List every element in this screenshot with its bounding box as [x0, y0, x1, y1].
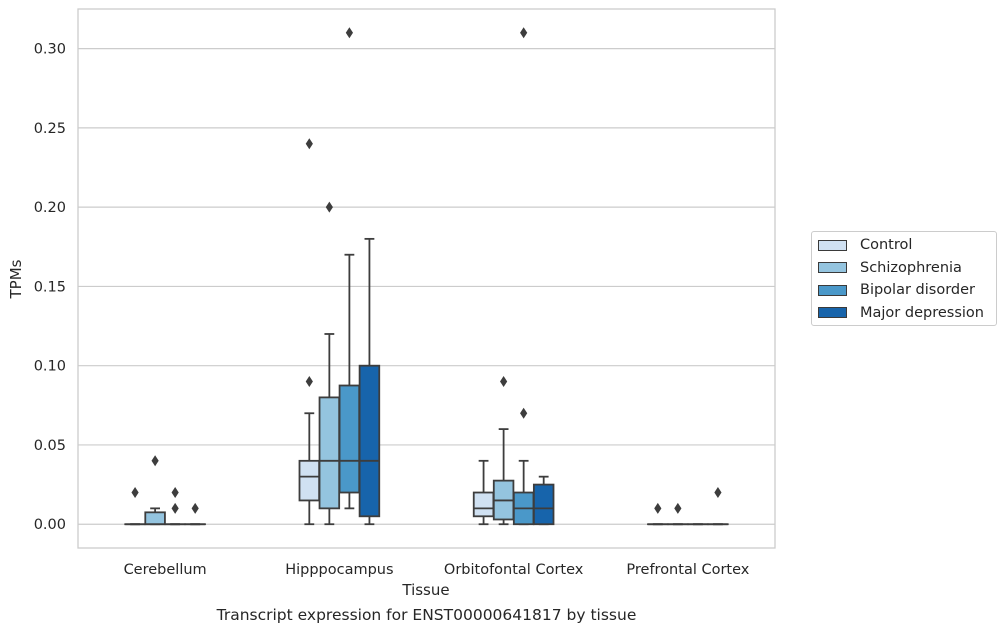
box-control — [472, 459, 495, 526]
y-tick-label: 0.05 — [34, 438, 66, 454]
y-tick-label: 0.25 — [34, 121, 66, 137]
outlier-point — [325, 201, 333, 213]
box-control — [298, 138, 321, 526]
box-schizophrenia — [492, 376, 515, 526]
x-axis-label: Tissue — [401, 581, 449, 599]
y-tick-label: 0.15 — [34, 279, 66, 295]
legend-label: Schizophrenia — [860, 259, 962, 276]
y-tick-label: 0.10 — [34, 359, 66, 375]
legend-swatch — [818, 307, 847, 318]
x-axis-ticks: Cerebellum Hipppocampus Orbitofontal Corte… — [124, 562, 750, 578]
box-iqr — [298, 459, 321, 502]
box-bipolar-disorder — [164, 487, 186, 526]
box-schizophrenia — [667, 502, 689, 526]
box-schizophrenia — [144, 455, 166, 526]
box-bipolar-disorder — [338, 27, 361, 510]
x-tick-label: Cerebellum — [124, 562, 207, 578]
box-control — [647, 502, 669, 526]
x-tick-label: Hipppocampus — [285, 562, 393, 578]
x-tick-label: Orbitofontal Cortex — [444, 562, 584, 578]
outlier-point — [654, 502, 662, 514]
legend-swatch — [818, 284, 847, 296]
legend-item: Major depression — [818, 303, 984, 323]
legend: Control Schizophrenia Bipolar disorder Majo… — [811, 231, 997, 326]
legend-item: Bipolar disorder — [818, 280, 975, 300]
legend-label: Control — [860, 237, 913, 253]
box-iqr — [338, 384, 361, 494]
outlier-point — [151, 455, 159, 467]
legend-label: Major depression — [860, 304, 984, 321]
y-tick-label: 0.30 — [34, 42, 66, 58]
outlier-point — [191, 502, 199, 514]
outlier-point — [345, 27, 353, 39]
y-tick-label: 0.00 — [34, 517, 66, 533]
outlier-point — [520, 27, 528, 39]
outlier-point — [171, 487, 179, 499]
y-tick-label: 0.20 — [34, 200, 66, 216]
box-bipolar-disorder — [512, 27, 535, 526]
legend-item: Schizophrenia — [818, 258, 962, 278]
box-schizophrenia — [318, 201, 341, 526]
outlier-point — [305, 376, 313, 388]
outlier-point — [500, 376, 508, 388]
y-axis-ticks: 0.00 0.05 0.10 0.15 0.20 0.25 0.30 — [34, 42, 66, 534]
grid-lines — [78, 48, 775, 525]
x-tick-label: Prefrontal Cortex — [626, 562, 749, 578]
box-iqr — [472, 491, 495, 518]
box-iqr — [318, 396, 341, 510]
outlier-point — [674, 502, 682, 514]
outlier-point — [131, 487, 139, 499]
legend-swatch — [818, 239, 847, 251]
outlier-point — [171, 502, 179, 514]
y-axis-label: TPMs — [7, 259, 25, 299]
legend-item: Control — [818, 235, 912, 255]
chart-caption: Transcript expression for ENST0000064181… — [216, 606, 637, 624]
plot-frame — [77, 8, 776, 549]
box-iqr — [532, 483, 555, 526]
outlier-point — [520, 407, 528, 419]
box-major-depression — [358, 237, 381, 526]
legend-swatch — [818, 262, 847, 273]
box-major-depression — [184, 502, 206, 526]
outlier-point — [305, 138, 313, 150]
box-iqr — [144, 511, 166, 526]
box-control — [124, 487, 146, 526]
outlier-point — [714, 487, 722, 499]
box-plot-series — [124, 27, 729, 526]
box-iqr — [358, 364, 381, 518]
box-major-depression — [707, 487, 729, 526]
box-major-depression — [532, 475, 555, 526]
legend-label: Bipolar disorder — [860, 282, 975, 298]
